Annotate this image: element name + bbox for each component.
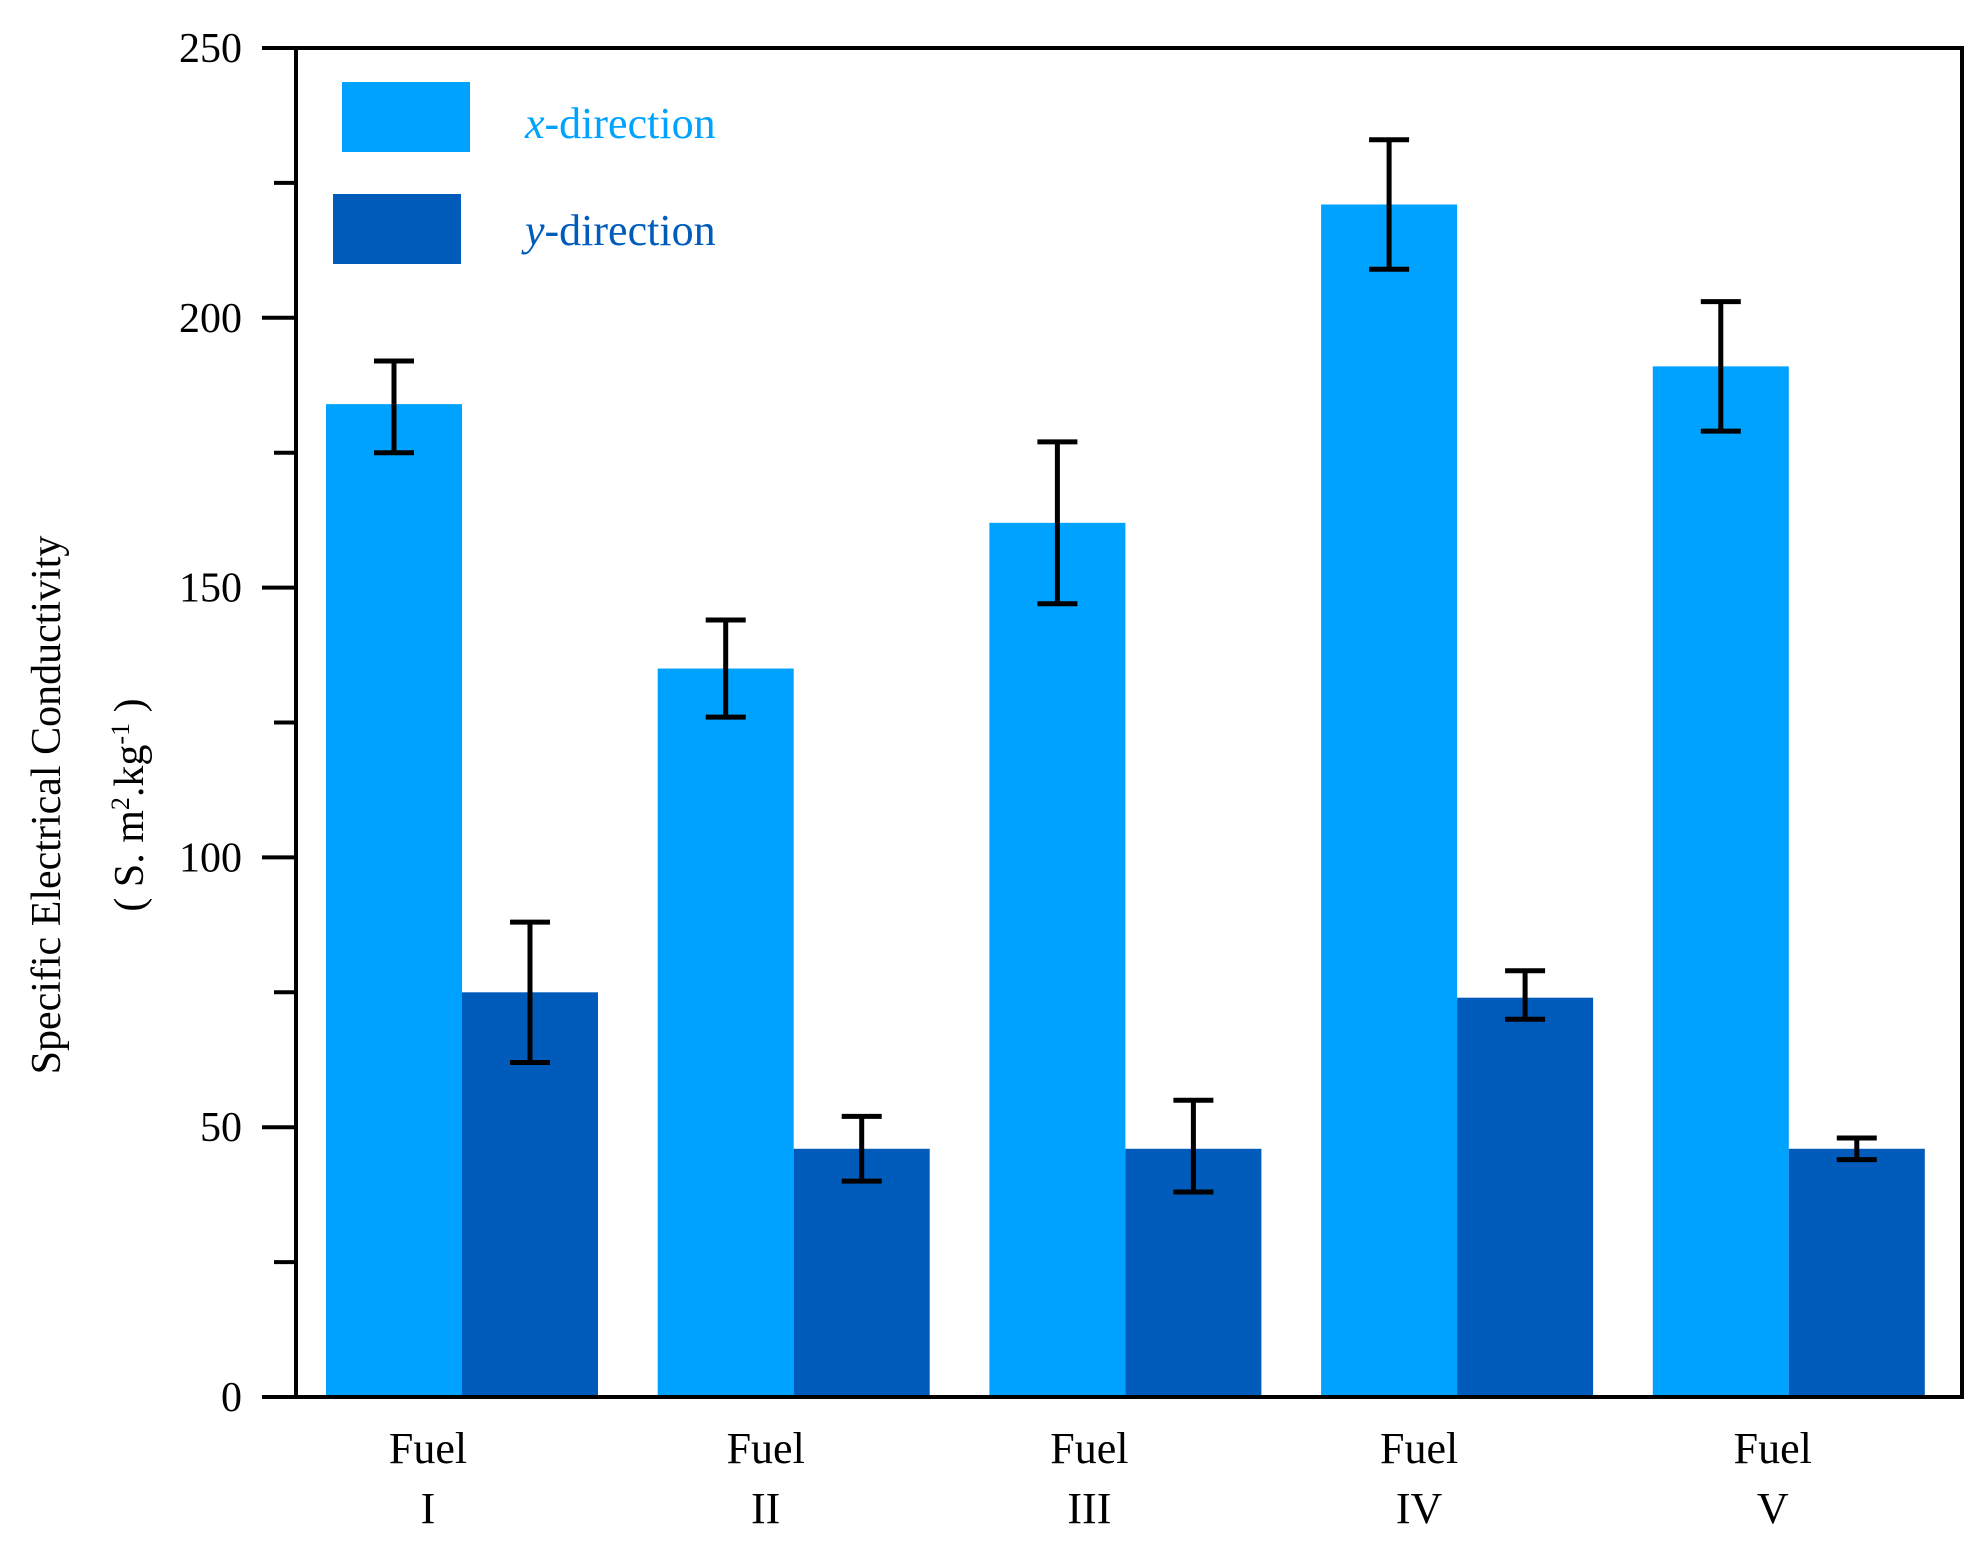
- bar-x-direction-fuel-1: [326, 404, 462, 1397]
- error-bar-x-direction-fuel-1: [374, 358, 414, 456]
- bar-x-direction-fuel-5: [1652, 366, 1789, 1397]
- legend-var-x: x: [524, 99, 545, 148]
- y-tick-label-50: 50: [200, 1105, 242, 1151]
- x-tick-label-fuel-5-line2: V: [1757, 1484, 1789, 1533]
- error-bar-x-direction-fuel-2: [705, 617, 746, 720]
- bar-y-direction-fuel-2: [793, 1148, 930, 1397]
- bar-y-direction-fuel-5: [1788, 1148, 1925, 1397]
- x-tick-label-fuel-1-line1: Fuel: [389, 1424, 467, 1473]
- legend-label-y-direction: y-direction: [521, 206, 716, 255]
- error-bar-y-direction-fuel-1: [510, 919, 550, 1065]
- y-tick-label-250: 250: [179, 26, 242, 72]
- y-unit-pre: ( S. m: [107, 810, 153, 912]
- bars-layer: [326, 204, 1925, 1397]
- y-unit-sup-minus1: -1: [106, 723, 135, 745]
- x-tick-label-fuel-4-line2: IV: [1396, 1484, 1443, 1533]
- error-bar-x-direction-fuel-4: [1369, 137, 1410, 272]
- y-axis-title-line1: Specific Electrical Conductivity: [24, 536, 70, 1075]
- x-tick-label-fuel-5-line1: Fuel: [1734, 1424, 1812, 1473]
- x-tick-label-fuel-2-line2: II: [751, 1484, 780, 1533]
- bar-x-direction-fuel-2: [657, 668, 794, 1397]
- x-tick-label-fuel-3-line2: III: [1067, 1484, 1111, 1533]
- error-bar-x-direction-fuel-5: [1700, 299, 1741, 434]
- error-bar-y-direction-fuel-4: [1505, 968, 1546, 1022]
- x-tick-label-fuel-1-line2: I: [421, 1484, 436, 1533]
- error-bar-y-direction-fuel-3: [1173, 1097, 1214, 1195]
- y-axis-title: Specific Electrical Conductivity ( S. m2…: [24, 536, 153, 1075]
- y-unit-post: ): [107, 698, 153, 723]
- x-axis: Fuel I Fuel II Fuel III Fuel IV Fuel V: [389, 1424, 1812, 1533]
- y-axis: 0 50 100 150 200 250: [179, 26, 296, 1421]
- error-bar-y-direction-fuel-2: [841, 1113, 882, 1184]
- legend-rest-y: -direction: [545, 206, 716, 255]
- y-tick-label-0: 0: [221, 1375, 242, 1421]
- error-bar-x-direction-fuel-3: [1037, 439, 1078, 607]
- error-bar-y-direction-fuel-5: [1836, 1135, 1877, 1163]
- y-axis-title-line2: ( S. m2.kg-1 ): [106, 698, 154, 911]
- bar-x-direction-fuel-4: [1321, 204, 1458, 1397]
- y-unit-sup-2: 2: [106, 797, 135, 810]
- bar-x-direction-fuel-3: [989, 522, 1126, 1397]
- y-unit-mid: .kg: [107, 745, 153, 798]
- x-tick-label-fuel-3-line1: Fuel: [1050, 1424, 1128, 1473]
- x-tick-label-fuel-2-line1: Fuel: [727, 1424, 805, 1473]
- x-tick-label-fuel-4-line1: Fuel: [1380, 1424, 1458, 1473]
- y-tick-label-150: 150: [179, 566, 242, 612]
- bar-y-direction-fuel-4: [1457, 997, 1594, 1397]
- y-tick-label-200: 200: [179, 296, 242, 342]
- legend-swatch-y-direction: [333, 194, 461, 264]
- legend-swatch-x-direction: [342, 82, 470, 152]
- legend: x-direction y-direction: [333, 82, 716, 264]
- error-bars-layer: [374, 137, 1877, 1195]
- y-tick-label-100: 100: [179, 835, 242, 881]
- legend-rest-x: -direction: [545, 99, 716, 148]
- legend-label-x-direction: x-direction: [524, 99, 716, 148]
- legend-var-y: y: [521, 206, 545, 255]
